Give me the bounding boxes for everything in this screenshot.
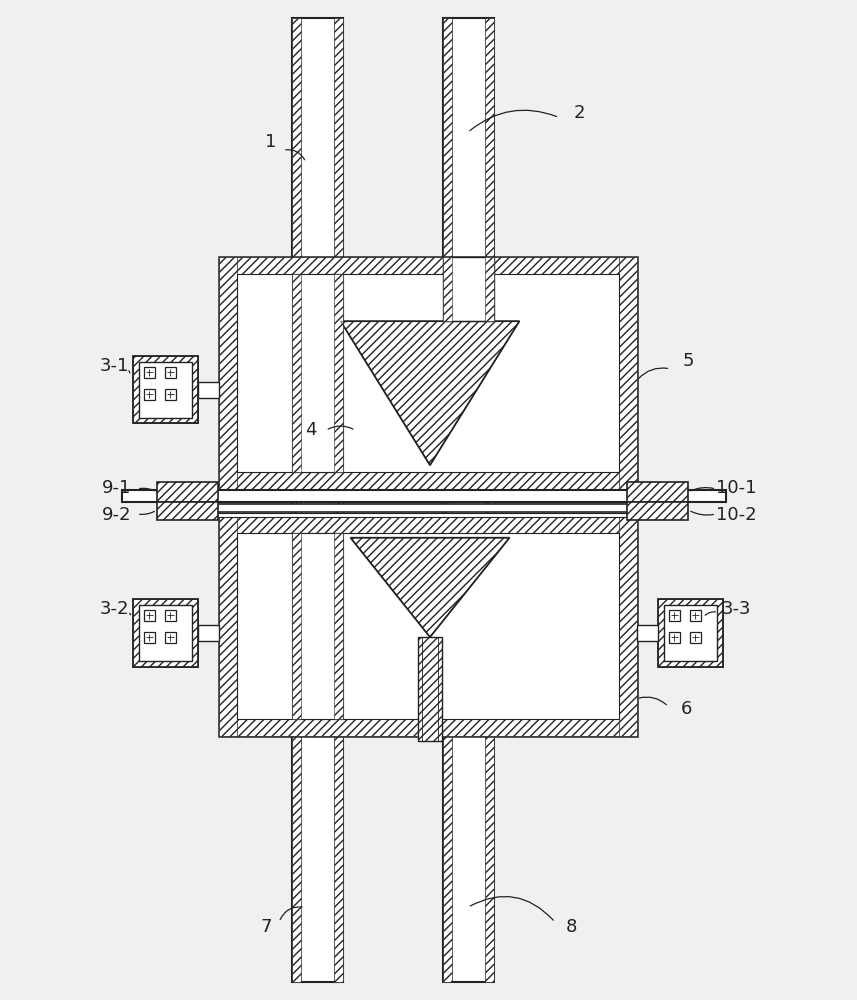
Bar <box>292 274 343 472</box>
Bar <box>626 502 688 520</box>
Polygon shape <box>340 321 519 465</box>
Bar <box>139 605 192 661</box>
Bar <box>443 257 452 321</box>
Bar <box>144 389 155 400</box>
Text: 10-1: 10-1 <box>716 479 756 497</box>
Bar <box>443 257 494 321</box>
Bar <box>333 533 343 719</box>
Bar <box>237 533 619 719</box>
Bar <box>219 515 637 736</box>
Text: 4: 4 <box>305 421 316 439</box>
Bar <box>669 632 680 643</box>
Bar <box>219 515 237 736</box>
Bar <box>485 257 494 321</box>
Bar <box>144 632 155 643</box>
Bar <box>157 502 219 520</box>
Bar <box>133 599 197 667</box>
Bar <box>157 482 219 502</box>
Bar <box>418 637 442 741</box>
Bar <box>144 367 155 378</box>
Bar <box>418 637 442 741</box>
Bar <box>333 274 343 472</box>
Bar <box>133 356 197 423</box>
Bar <box>443 18 494 982</box>
Text: 3-3: 3-3 <box>722 600 751 618</box>
Text: 2: 2 <box>573 104 584 122</box>
Bar <box>133 599 197 667</box>
Bar <box>237 274 619 472</box>
Bar <box>165 632 176 643</box>
Bar <box>333 18 343 982</box>
Bar <box>139 362 192 418</box>
Bar <box>619 515 637 736</box>
Text: 9-2: 9-2 <box>102 506 132 524</box>
Text: 3-2: 3-2 <box>99 600 129 618</box>
Text: 6: 6 <box>680 700 692 718</box>
Bar <box>133 356 197 423</box>
Bar <box>292 18 343 982</box>
Text: 5: 5 <box>682 352 694 370</box>
Bar <box>165 389 176 400</box>
Bar <box>443 18 452 982</box>
Text: 3-1: 3-1 <box>99 357 129 375</box>
Bar <box>122 490 726 502</box>
Bar <box>619 257 637 490</box>
Text: 9-1: 9-1 <box>102 479 132 497</box>
Bar <box>292 274 301 472</box>
Text: 10-2: 10-2 <box>716 506 757 524</box>
Bar <box>664 605 717 661</box>
Bar <box>219 515 637 533</box>
Bar <box>196 513 649 517</box>
Bar <box>485 18 494 982</box>
Bar <box>219 257 637 490</box>
Bar <box>219 719 637 736</box>
Text: 1: 1 <box>266 133 277 151</box>
Bar <box>292 18 301 982</box>
Bar <box>292 533 301 719</box>
Bar <box>658 599 723 667</box>
Bar <box>626 482 688 502</box>
Bar <box>690 632 701 643</box>
Bar <box>197 382 219 398</box>
Bar <box>658 599 723 667</box>
Bar <box>196 504 649 512</box>
Bar <box>165 367 176 378</box>
Bar <box>197 625 219 641</box>
Bar <box>219 257 637 274</box>
Bar <box>669 610 680 621</box>
Bar <box>637 625 658 641</box>
Bar <box>165 610 176 621</box>
Polygon shape <box>351 538 509 637</box>
Bar <box>690 610 701 621</box>
Bar <box>219 472 637 490</box>
Bar <box>292 533 343 719</box>
Bar <box>144 610 155 621</box>
Text: 7: 7 <box>261 918 272 936</box>
Bar <box>219 257 237 490</box>
Text: 8: 8 <box>566 918 577 936</box>
